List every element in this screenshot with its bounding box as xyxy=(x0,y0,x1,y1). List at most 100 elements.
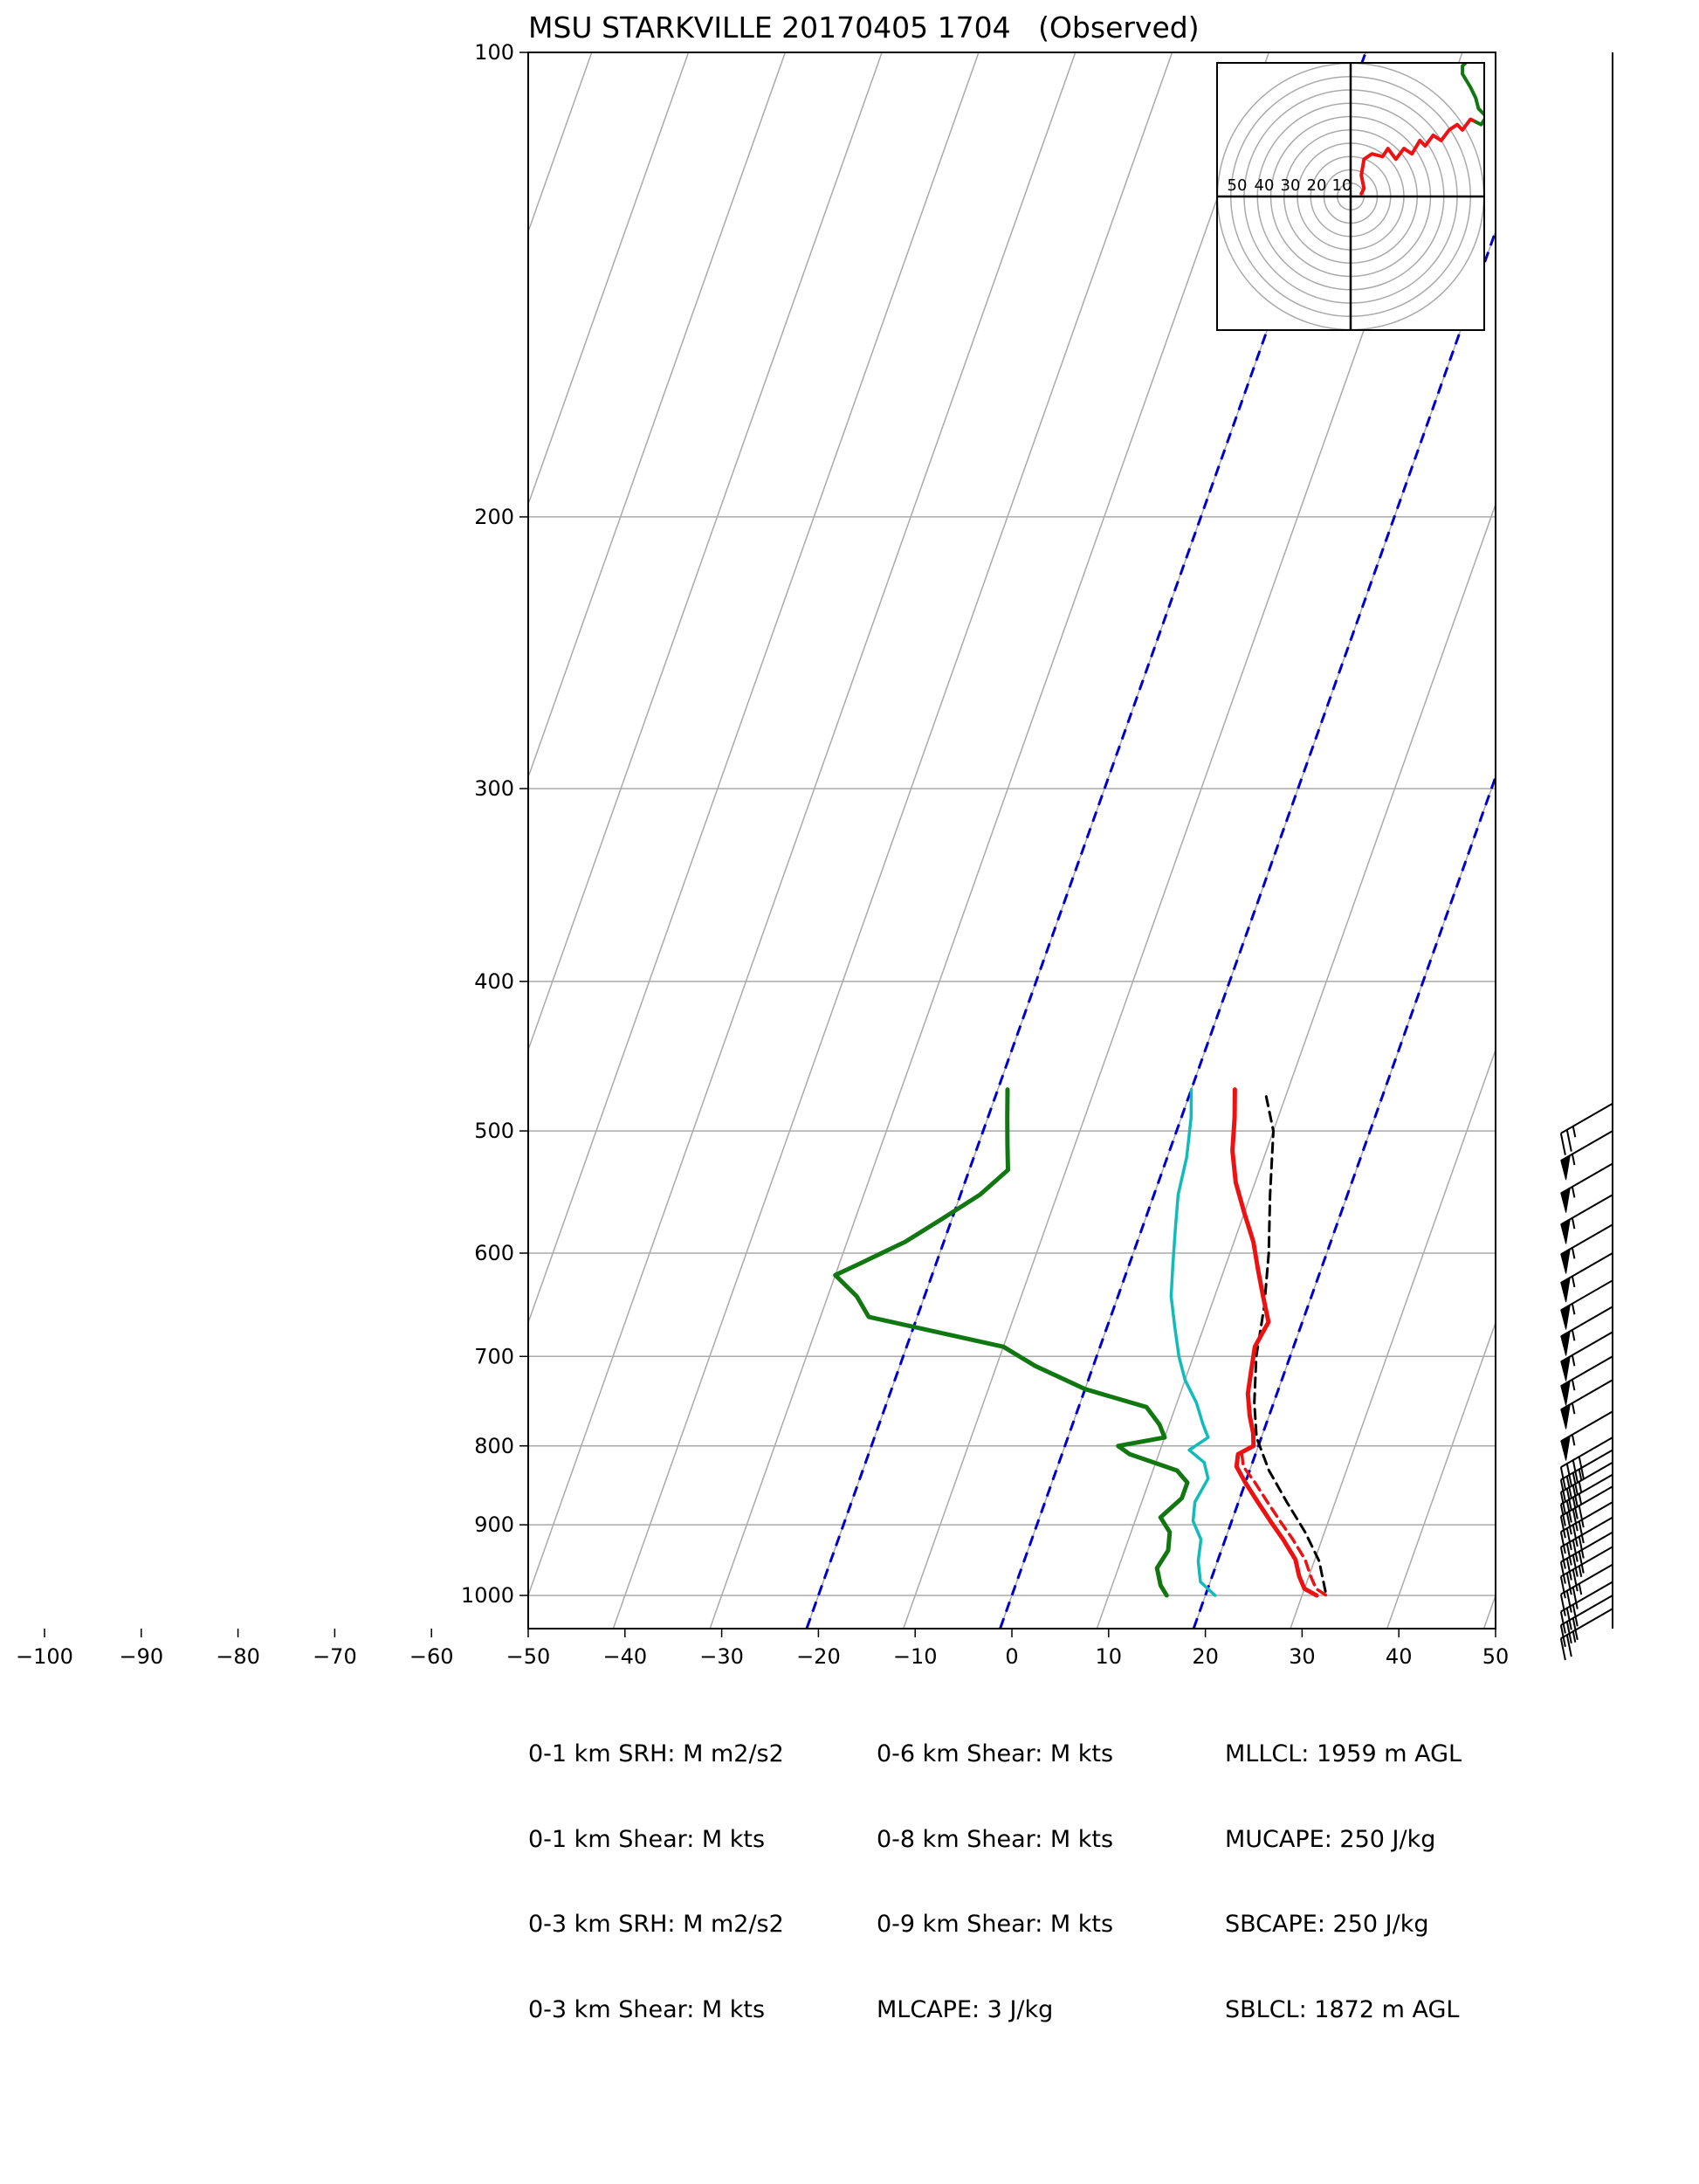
isotherm-line xyxy=(0,52,495,1628)
isotherm-line xyxy=(528,52,690,506)
hodograph-ring-label: 30 xyxy=(1281,176,1301,195)
wind-barb xyxy=(1560,1223,1613,1274)
y-tick-label: 700 xyxy=(474,1344,514,1368)
hodograph-ring-labels: 50 40 30 20 10 xyxy=(1228,176,1352,195)
wind-barb xyxy=(1560,1130,1613,1181)
wind-barb-full xyxy=(1565,1621,1572,1644)
wind-barb xyxy=(1559,1608,1613,1661)
wind-barb xyxy=(1559,1102,1613,1155)
index-shear-0-9: 0-9 km Shear: M kts xyxy=(877,1911,1114,1938)
isotherm-line xyxy=(0,52,108,1628)
wind-barb-flag xyxy=(1560,1218,1571,1244)
wind-barb-half xyxy=(1578,1469,1583,1481)
wind-barb xyxy=(1560,1279,1613,1330)
wind-barb-flag xyxy=(1560,1403,1571,1430)
wind-barb-staff xyxy=(1560,1595,1613,1626)
wind-barb xyxy=(1559,1501,1613,1554)
wind-barb-full xyxy=(1559,1133,1566,1155)
wind-barb xyxy=(1559,1516,1613,1569)
y-tick-label: 300 xyxy=(474,776,514,801)
wind-barb-half xyxy=(1571,1186,1576,1198)
wind-barb-flag xyxy=(1560,1330,1571,1356)
indices-column-2: 0-6 km Shear: M kts 0-8 km Shear: M kts … xyxy=(877,1684,1113,2053)
wind-barb-full xyxy=(1565,1512,1572,1535)
y-tick-label: 800 xyxy=(474,1434,514,1458)
y-axis-ticks: 100 200 300 400 500 600 700 800 900 1000 xyxy=(461,40,528,1608)
wind-barb xyxy=(1560,1252,1613,1303)
wind-barb-flag xyxy=(1560,1380,1571,1406)
isobar-grid xyxy=(528,52,1496,1596)
isotherm-line xyxy=(528,52,593,234)
skewed-isotherm-grid xyxy=(0,52,1496,1629)
wind-barb-staff xyxy=(1560,1608,1613,1640)
wind-barb-half xyxy=(1578,1583,1583,1595)
wind-barb-half xyxy=(1571,1329,1576,1341)
wind-barb-full xyxy=(1578,1551,1585,1574)
x-tick-label: −90 xyxy=(119,1644,163,1669)
wetbulb-trace xyxy=(1169,1087,1217,1597)
wind-barb-half xyxy=(1578,1566,1583,1577)
wind-barb-flag xyxy=(1560,1277,1571,1303)
wind-barb xyxy=(1559,1546,1613,1599)
wind-barb-half xyxy=(1571,1354,1576,1367)
temperature-trace xyxy=(1230,1087,1319,1598)
y-tick-label: 400 xyxy=(474,969,514,994)
isotherm-line xyxy=(0,52,205,1628)
wind-barb-full xyxy=(1572,1617,1579,1641)
wind-barb-flag xyxy=(1560,1187,1571,1213)
y-tick-label: 500 xyxy=(474,1119,514,1143)
x-tick-label: 30 xyxy=(1289,1644,1316,1669)
wind-barb-full xyxy=(1572,1569,1579,1592)
indices-column-3: MLLCL: 1959 m AGL MUCAPE: 250 J/kg SBCAP… xyxy=(1225,1684,1462,2053)
wind-barb-staff xyxy=(1560,1531,1613,1563)
wind-barb-full xyxy=(1565,1558,1572,1581)
x-axis-ticks: −100 −90 −80 −70 −60 −50 −40 −30 −20 −10 0 10 20 30 40… xyxy=(16,1629,1509,1669)
x-tick-label: −30 xyxy=(699,1644,744,1669)
wind-barb xyxy=(1560,1194,1613,1244)
wind-barb-half xyxy=(1571,1247,1576,1259)
isotherm-line xyxy=(0,52,301,1628)
virtual-temperature-trace xyxy=(1240,1452,1328,1597)
hodograph-ring-label: 50 xyxy=(1228,176,1248,195)
x-tick-label: −70 xyxy=(313,1644,357,1669)
index-mucape: MUCAPE: 250 J/kg xyxy=(1225,1825,1436,1853)
isotherm-line xyxy=(1386,1320,1496,1629)
isotherm-line xyxy=(0,52,398,1628)
wind-barb-full xyxy=(1578,1505,1585,1528)
wind-barb-flag xyxy=(1560,1248,1571,1274)
isotherm-line xyxy=(528,52,1076,1598)
x-tick-label: 40 xyxy=(1386,1644,1413,1669)
wind-barb-full xyxy=(1578,1520,1585,1544)
x-tick-label: −80 xyxy=(216,1644,260,1669)
wind-barb-staff xyxy=(1560,1516,1613,1548)
wind-barb xyxy=(1560,1355,1613,1406)
parcel-trace xyxy=(1253,1095,1328,1597)
wind-barb-half xyxy=(1572,1126,1577,1138)
isotherm-line xyxy=(1096,502,1496,1629)
isotherm-line xyxy=(612,52,1173,1629)
wind-barb-full xyxy=(1565,1543,1572,1566)
isotherm-line xyxy=(709,52,1270,1629)
wind-barb-full xyxy=(1559,1531,1566,1554)
x-tick-label: 0 xyxy=(1005,1644,1018,1669)
wind-barb-full xyxy=(1565,1129,1572,1152)
wind-barb-half xyxy=(1578,1481,1583,1493)
wind-barb-full xyxy=(1559,1611,1566,1634)
wind-barb-full xyxy=(1559,1576,1566,1599)
y-tick-label: 200 xyxy=(474,505,514,529)
wind-barb-staff xyxy=(1560,1102,1613,1134)
wind-barb-full xyxy=(1559,1594,1566,1616)
wind-barb-staff xyxy=(1560,1461,1613,1493)
wind-barb-half xyxy=(1572,1630,1577,1643)
dewpoint-trace xyxy=(833,1087,1190,1598)
wind-barb-half xyxy=(1578,1493,1583,1505)
wind-barb-full xyxy=(1559,1624,1566,1648)
x-tick-label: −50 xyxy=(506,1644,551,1669)
wind-barb-full xyxy=(1565,1590,1572,1613)
isotherm-line xyxy=(528,52,787,780)
index-sblcl: SBLCL: 1872 m AGL xyxy=(1225,1995,1460,2023)
wind-barb xyxy=(1560,1379,1613,1430)
wind-barb-staff xyxy=(1560,1563,1613,1595)
index-sbcape: SBCAPE: 250 J/kg xyxy=(1225,1911,1429,1938)
